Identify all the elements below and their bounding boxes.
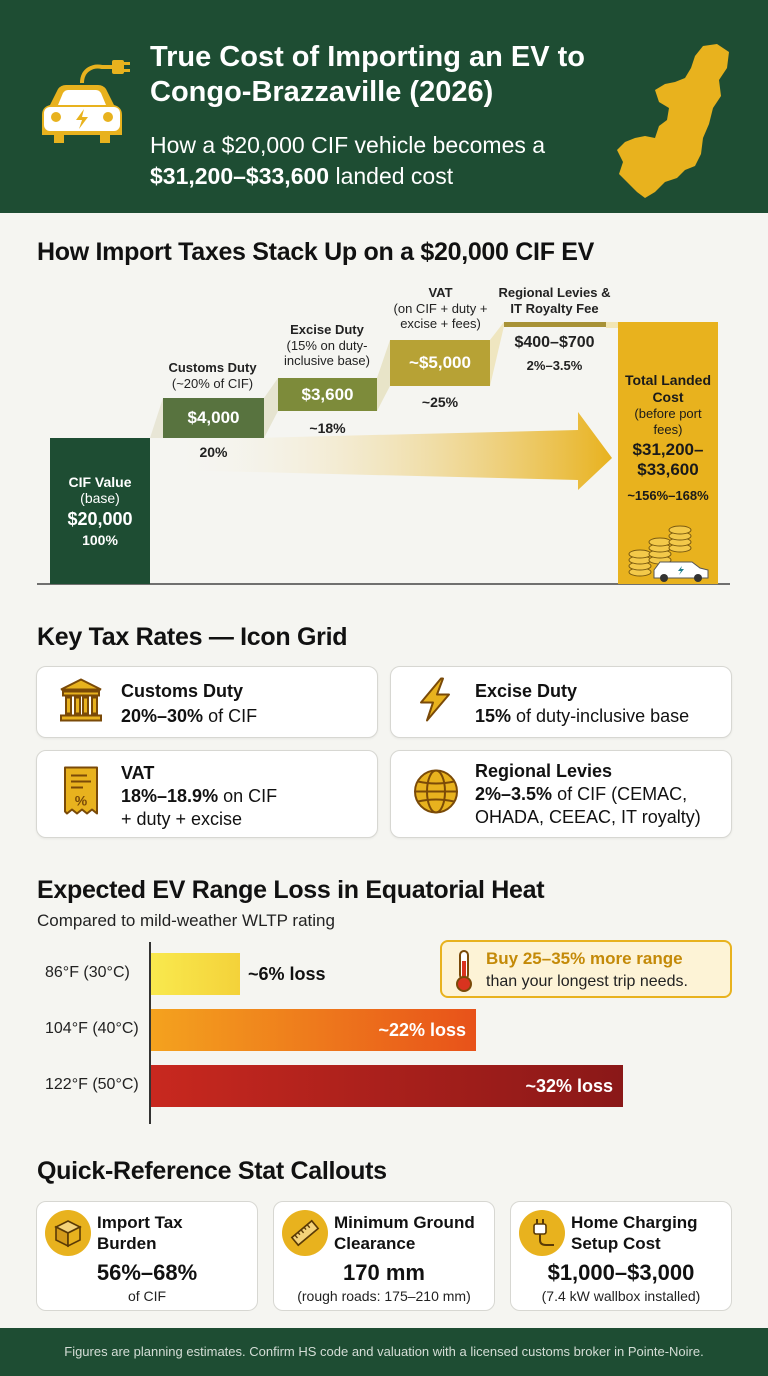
stat-import-tax: Import Tax Burden 56%–68% of CIF bbox=[36, 1201, 258, 1311]
page-title: True Cost of Importing an EV to Congo-Br… bbox=[150, 41, 585, 108]
stat-note: of CIF bbox=[127, 1288, 167, 1304]
excise-pct: ~18% bbox=[309, 420, 346, 436]
waterfall-connectors bbox=[37, 322, 730, 585]
page-subtitle: How a $20,000 CIF vehicle becomes a $31,… bbox=[150, 132, 546, 190]
card-title: Regional Levies bbox=[475, 761, 613, 781]
customs-bar: $4,000 bbox=[163, 398, 264, 438]
levies-label: Regional Levies & IT Royalty Fee bbox=[498, 285, 611, 316]
ruler-icon bbox=[282, 1210, 328, 1256]
receipt-percent-icon: % bbox=[57, 766, 105, 823]
levies-bar bbox=[504, 322, 606, 327]
range-category-label: 104°F (40°C) bbox=[45, 1020, 139, 1037]
stat-note: (7.4 kW wallbox installed) bbox=[541, 1288, 701, 1304]
customs-label: Customs Duty (~20% of CIF) bbox=[168, 360, 257, 391]
card-vat: % VAT 18%–18.9% on CIF + duty + excise bbox=[36, 750, 378, 838]
vat-pct: ~25% bbox=[421, 394, 459, 410]
excise-bar: $3,600 bbox=[278, 378, 377, 411]
waterfall-heading: How Import Taxes Stack Up on a $20,000 C… bbox=[37, 238, 595, 266]
range-category-label: 122°F (50°C) bbox=[45, 1076, 139, 1093]
range-bar bbox=[151, 953, 240, 995]
range-tip-callout: Buy 25–35% more range than your longest … bbox=[440, 940, 732, 998]
tip-text: than your longest trip needs. bbox=[486, 973, 688, 990]
cif-bar: CIF Value (base) $20,000 100% bbox=[50, 438, 150, 584]
card-customs-duty: Customs Duty 20%–30% of CIF bbox=[36, 666, 378, 738]
bank-building-icon bbox=[57, 676, 105, 729]
stat-value: $1,000–$3,000 bbox=[547, 1260, 695, 1285]
total-value: $31,200–$33,600 bbox=[632, 440, 704, 480]
coins-car-icon bbox=[626, 520, 714, 587]
chart-axis bbox=[149, 942, 151, 1124]
header-banner: True Cost of Importing an EV to Congo-Br… bbox=[0, 0, 768, 213]
svg-text:%: % bbox=[75, 793, 88, 809]
congo-map-icon bbox=[615, 42, 735, 207]
plug-icon bbox=[519, 1210, 565, 1256]
range-bar-value-label: ~6% loss bbox=[248, 964, 326, 984]
lightning-icon bbox=[411, 676, 459, 729]
thermometer-icon bbox=[452, 949, 476, 998]
range-bar-value-label: ~32% loss bbox=[525, 1076, 613, 1096]
stat-value: 170 mm bbox=[343, 1260, 425, 1285]
box-icon bbox=[45, 1210, 91, 1256]
footer-disclaimer: Figures are planning estimates. Confirm … bbox=[0, 1328, 768, 1376]
excise-label: Excise Duty (15% on duty-inclusive base) bbox=[284, 322, 370, 369]
card-title: Customs Duty bbox=[121, 681, 244, 701]
card-desc: 2%–3.5% of CIF (CEMAC, OHADA, CEEAC, IT r… bbox=[475, 784, 701, 828]
card-desc: 20%–30% of CIF bbox=[121, 706, 258, 726]
stat-title: Home Charging Setup Cost bbox=[571, 1213, 698, 1254]
ev-car-plug-icon bbox=[32, 55, 132, 160]
stat-value: 56%–68% bbox=[96, 1260, 198, 1285]
stat-ground-clearance: Minimum Ground Clearance 170 mm (rough r… bbox=[273, 1201, 495, 1311]
tip-bold: Buy 25–35% more range bbox=[486, 949, 683, 968]
levies-pct: 2%–3.5% bbox=[526, 358, 583, 373]
card-excise-duty: Excise Duty 15% of duty-inclusive base bbox=[390, 666, 732, 738]
range-subheading: Compared to mild-weather WLTP rating bbox=[37, 911, 335, 930]
total-label: Total Landed Cost bbox=[624, 372, 712, 405]
card-desc: 18%–18.9% on CIF + duty + excise bbox=[121, 786, 278, 830]
levies-value: $400–$700 bbox=[514, 334, 595, 351]
range-bar-value-label: ~22% loss bbox=[378, 1020, 466, 1040]
stat-title: Import Tax Burden bbox=[97, 1213, 183, 1254]
vat-bar: ~$5,000 bbox=[390, 340, 490, 386]
card-title: VAT bbox=[121, 763, 155, 783]
customs-pct: 20% bbox=[199, 444, 228, 460]
card-regional-levies: Regional Levies 2%–3.5% of CIF (CEMAC, OH… bbox=[390, 750, 732, 838]
stat-title: Minimum Ground Clearance bbox=[334, 1213, 475, 1254]
stat-note: (rough roads: 175–210 mm) bbox=[297, 1288, 471, 1304]
globe-icon bbox=[411, 767, 461, 822]
vat-label: VAT (on CIF + duty + excise + fees) bbox=[393, 285, 488, 332]
total-pct: ~156%–168% bbox=[627, 488, 709, 503]
stat-home-charging: Home Charging Setup Cost $1,000–$3,000 (… bbox=[510, 1201, 732, 1311]
card-title: Excise Duty bbox=[475, 681, 578, 701]
range-bar bbox=[151, 1065, 623, 1107]
grid-heading: Key Tax Rates — Icon Grid bbox=[37, 623, 348, 651]
range-category-label: 86°F (30°C) bbox=[45, 964, 130, 981]
total-sub: (before port fees) bbox=[634, 406, 702, 437]
card-desc: 15% of duty-inclusive base bbox=[475, 706, 690, 726]
stats-heading: Quick-Reference Stat Callouts bbox=[37, 1157, 387, 1185]
range-heading: Expected EV Range Loss in Equatorial Hea… bbox=[37, 876, 545, 904]
total-bar: Total Landed Cost (before port fees) $31… bbox=[618, 322, 718, 584]
range-bar bbox=[151, 1009, 476, 1051]
